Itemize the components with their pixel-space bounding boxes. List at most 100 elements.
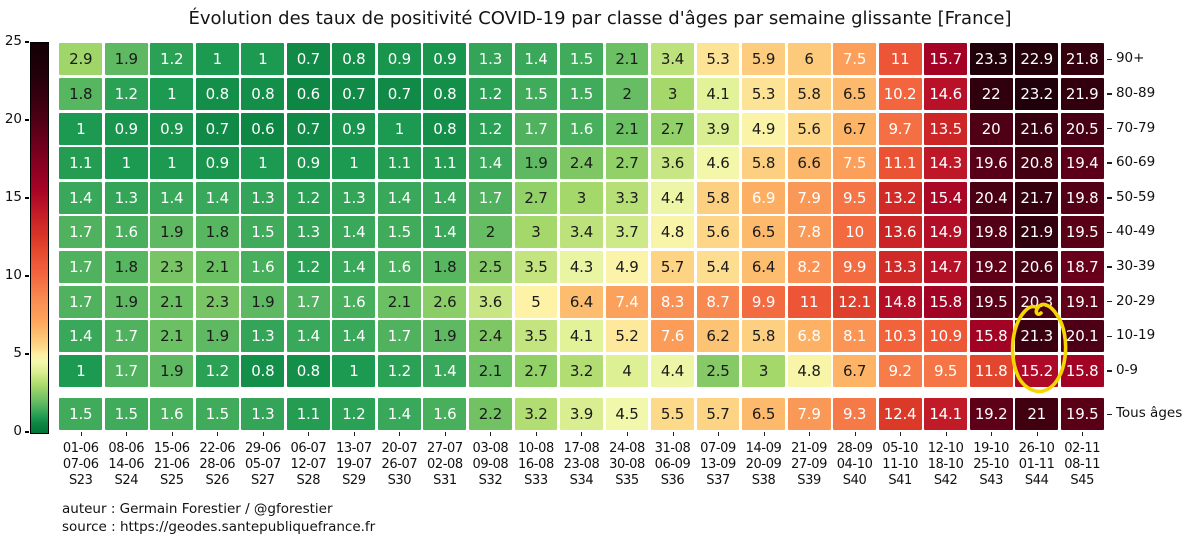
heatmap-cell: 1.5 <box>104 398 148 431</box>
heatmap-cell: 1.5 <box>560 43 603 76</box>
heatmap-cell: 3.3 <box>605 181 649 214</box>
heatmap-cell: 4.5 <box>605 398 649 431</box>
heatmap-cell: 21 <box>1015 398 1059 431</box>
col-label-week: S42 <box>933 473 958 488</box>
heatmap-cell: 13.6 <box>878 216 922 249</box>
col-label-week: S30 <box>387 473 412 488</box>
heatmap-cell: 1.4 <box>377 398 421 431</box>
heatmap-cell: 14.7 <box>924 251 968 284</box>
heatmap-cell: 4.3 <box>560 251 603 284</box>
heatmap-cell: 1 <box>377 112 421 145</box>
heatmap-cell: 3 <box>651 77 694 110</box>
heatmap-cell: 19.4 <box>1060 147 1104 180</box>
heatmap-cell: 1.7 <box>59 251 103 284</box>
heatmap-cell: 1.2 <box>195 354 239 387</box>
col-label-week: S28 <box>296 473 321 488</box>
heatmap-cell: 0.9 <box>286 147 330 180</box>
heatmap-cell: 2 <box>605 77 649 110</box>
row-label: 20-29 <box>1115 292 1156 309</box>
heatmap-cell: 12.4 <box>878 398 922 431</box>
col-label-week: S41 <box>888 473 912 488</box>
col-label: 07-09 13-09 S37 <box>692 441 744 489</box>
x-tick <box>718 432 720 436</box>
x-tick <box>945 432 947 436</box>
row-label: 80-89 <box>1115 84 1156 101</box>
heatmap-cell: 6.8 <box>787 320 831 353</box>
col-label-end: 27-09 <box>791 457 827 472</box>
col-label: 13-07 19-07 S29 <box>328 441 380 489</box>
heatmap-cell: 3.2 <box>560 354 603 387</box>
heatmap-cell: 1.9 <box>104 285 148 318</box>
colorbar-tick-label: 20 <box>4 111 22 127</box>
heatmap-cell: 1.1 <box>423 147 467 180</box>
heatmap-cell: 8.3 <box>651 285 694 318</box>
col-label-start: 26-10 <box>1018 441 1055 456</box>
y-tick <box>1106 300 1112 303</box>
heatmap-cell: 6.7 <box>833 354 877 387</box>
heatmap-cell: 6.5 <box>742 216 785 249</box>
heatmap-cell: 2.7 <box>514 354 558 387</box>
col-label-end: 06-09 <box>654 457 691 472</box>
heatmap-cell: 1 <box>150 77 194 110</box>
heatmap-cell: 4.8 <box>787 354 831 387</box>
heatmap-cell: 2.9 <box>59 43 103 76</box>
col-label: 28-09 04-10 S40 <box>829 441 881 489</box>
heatmap-cell: 9.9 <box>833 251 877 284</box>
heatmap-cell: 22.9 <box>1015 43 1059 76</box>
heatmap-cell: 2.4 <box>560 147 603 180</box>
heatmap-cell: 2.1 <box>150 285 194 318</box>
col-label: 22-06 28-06 S26 <box>192 441 244 489</box>
col-label-start: 08-06 <box>108 441 145 456</box>
heatmap-cell: 1 <box>104 147 148 180</box>
heatmap-cell: 5.4 <box>696 251 740 284</box>
heatmap-cell: 1.6 <box>104 216 148 249</box>
heatmap-cell: 2.1 <box>377 285 421 318</box>
heatmap-cell: 1.4 <box>423 354 467 387</box>
heatmap-cell: 18.7 <box>1060 251 1104 284</box>
heatmap-cell: 7.4 <box>605 285 649 318</box>
heatmap-cell: 5.8 <box>742 147 785 180</box>
heatmap-cell: 0.8 <box>423 77 467 110</box>
heatmap-cell: 1.2 <box>286 251 330 284</box>
heatmap-cell: 2.7 <box>514 181 558 214</box>
col-label-start: 17-08 <box>563 441 600 456</box>
heatmap-cell: 0.7 <box>377 77 421 110</box>
heatmap-cell: 1 <box>241 147 285 180</box>
x-tick <box>763 432 765 436</box>
heatmap-cell: 3 <box>560 181 603 214</box>
col-label-week: S44 <box>1024 473 1049 488</box>
heatmap-cell: 5.9 <box>742 43 785 76</box>
heatmap-cell: 4.9 <box>605 251 649 284</box>
heatmap-cell: 1.4 <box>423 181 467 214</box>
col-label-end: 07-06 <box>62 457 99 472</box>
heatmap-cell: 20.3 <box>1015 285 1059 318</box>
col-label: 05-10 11-10 S41 <box>874 441 926 489</box>
heatmap-cell: 1.9 <box>514 147 558 180</box>
heatmap-cell: 5.3 <box>742 77 785 110</box>
heatmap-cell: 9.2 <box>878 354 922 387</box>
heatmap-cell: 5.3 <box>696 43 740 76</box>
heatmap-cell: 1.5 <box>560 77 603 110</box>
col-label-week: S24 <box>114 473 139 488</box>
colorbar-tick <box>25 431 29 433</box>
heatmap-cell: 10.3 <box>878 320 922 353</box>
col-label: 06-07 12-07 S28 <box>283 441 335 489</box>
heatmap-cell: 1.5 <box>377 216 421 249</box>
heatmap-cell: 5.6 <box>696 216 740 249</box>
x-tick <box>308 432 310 436</box>
heatmap-cell: 14.3 <box>924 147 968 180</box>
heatmap-cell: 0.7 <box>286 112 330 145</box>
heatmap-cell: 2.1 <box>195 251 239 284</box>
heatmap-cell: 13.3 <box>878 251 922 284</box>
heatmap-cell: 6.5 <box>742 398 785 431</box>
heatmap-cell: 3.5 <box>514 251 558 284</box>
col-label-week: S33 <box>524 473 548 488</box>
heatmap-cell: 1.4 <box>468 147 512 180</box>
heatmap-cell: 2.4 <box>468 320 512 353</box>
heatmap-cell: 21.8 <box>1060 43 1104 76</box>
x-tick <box>1036 432 1038 436</box>
col-label-week: S34 <box>569 473 594 488</box>
heatmap-cell: 0.8 <box>241 354 285 387</box>
col-label-end: 14-06 <box>108 457 145 472</box>
col-label: 02-11 08-11 S45 <box>1056 441 1108 489</box>
